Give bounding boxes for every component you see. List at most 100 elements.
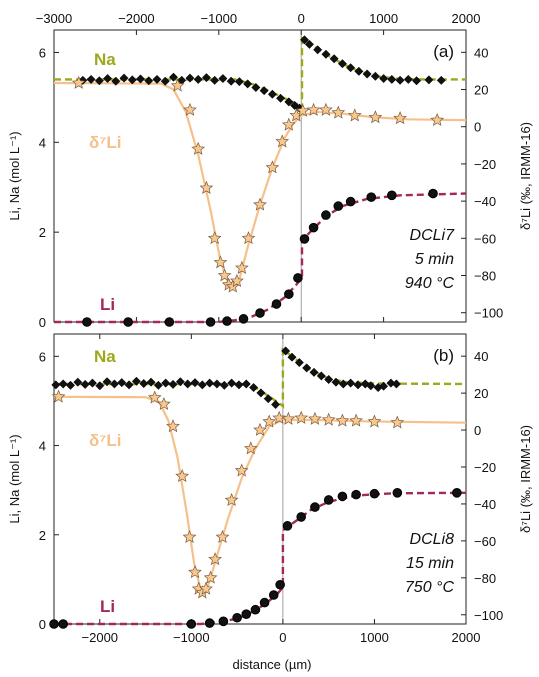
li-point	[323, 495, 334, 505]
d7li-point	[224, 492, 239, 507]
li-series-label: Li	[100, 295, 115, 314]
d7li-point	[71, 75, 86, 89]
d7li-point	[349, 413, 363, 427]
li-point	[333, 201, 344, 211]
y-right-tick-label: −40	[474, 194, 496, 209]
x-tick-label-bottom: 1000	[360, 630, 389, 645]
y-right-axis-label: δ⁷Li (‰, IRMM-16)	[518, 425, 533, 533]
na-point	[102, 377, 112, 387]
na-point	[395, 75, 405, 85]
d7li-point	[319, 102, 333, 116]
x-tick-label-bottom: −1000	[173, 630, 210, 645]
d7li-point	[188, 565, 202, 579]
y-left-tick-label: 2	[39, 528, 46, 543]
d7li-point	[390, 415, 405, 429]
na-point	[321, 49, 331, 59]
na-fit-line	[54, 35, 466, 112]
li-point	[387, 190, 397, 201]
d7li-point	[199, 581, 213, 595]
d7li-point	[321, 412, 336, 426]
na-point	[139, 378, 149, 389]
na-point	[249, 382, 259, 393]
li-point	[369, 488, 380, 499]
na-point	[103, 73, 113, 84]
na-point	[146, 377, 156, 387]
y-right-tick-label: 40	[474, 45, 488, 60]
na-point	[65, 380, 76, 390]
li-fit-line	[54, 491, 467, 626]
li-point	[238, 314, 249, 324]
na-point	[144, 76, 154, 86]
na-point	[87, 378, 98, 388]
y-right-axis-label: δ⁷Li (‰, IRMM-16)	[518, 122, 533, 230]
panel-a: −3000 −2000 −1000 0 1000 2000 0 2 4 6 −100 −80 −60 −4…	[7, 11, 533, 330]
na-point	[111, 76, 121, 86]
d7li-point	[203, 570, 218, 584]
na-point	[243, 79, 253, 89]
d7li-point	[244, 441, 258, 455]
na-point	[51, 380, 61, 390]
li-point	[255, 308, 265, 318]
y-right-tick-label: −80	[474, 269, 496, 284]
li-point	[205, 317, 216, 327]
d7li-point	[430, 112, 445, 127]
d7li-point	[253, 422, 267, 436]
y-left-tick-label: 2	[39, 225, 46, 240]
y-right-tick-label: −40	[474, 497, 496, 512]
d7li-point	[166, 419, 180, 433]
y-left-axis-label: Li, Na (mol L⁻¹)	[7, 434, 22, 523]
d7li-point	[208, 552, 222, 566]
na-point	[284, 97, 294, 107]
experiment-info-line: DCLi8	[410, 531, 455, 548]
d7li-point	[182, 530, 197, 544]
na-point	[263, 394, 273, 404]
na-point	[175, 377, 185, 387]
experiment-info-line: DCLi7	[410, 227, 456, 244]
na-point	[183, 379, 193, 389]
y-right-tick-label: −60	[474, 231, 496, 246]
li-point	[321, 210, 331, 220]
d7li-series-label: δ⁷Li	[89, 431, 121, 450]
na-point	[86, 74, 96, 84]
d7li-point	[191, 141, 206, 155]
na-point	[386, 378, 396, 388]
li-point	[310, 502, 320, 512]
d7li-series-label: δ⁷Li	[89, 133, 121, 152]
li-point	[366, 192, 377, 202]
y-left-tick-label: 6	[39, 45, 46, 60]
na-point	[212, 379, 222, 389]
d7li-point	[335, 413, 350, 427]
na-point	[124, 380, 134, 390]
na-point	[346, 63, 356, 73]
d7li-point	[215, 529, 230, 544]
d7li-point	[347, 108, 362, 122]
na-point	[201, 73, 211, 83]
d7li-point	[296, 103, 310, 117]
na-point	[259, 86, 269, 96]
na-point	[276, 93, 286, 103]
na-point	[168, 72, 179, 82]
li-point	[268, 590, 279, 600]
d7li-point	[147, 390, 162, 404]
na-point	[387, 74, 397, 84]
panel-label: (b)	[433, 346, 454, 365]
li-point	[250, 604, 261, 615]
na-point	[219, 380, 229, 390]
na-point	[379, 73, 389, 84]
x-tick-label-top: 0	[298, 11, 305, 26]
experiment-info-line: 5 min	[415, 251, 454, 268]
li-point	[58, 619, 68, 629]
plot-frame	[53, 333, 467, 625]
li-point	[428, 188, 438, 199]
d7li-fit-line	[53, 81, 467, 291]
li-point	[218, 616, 229, 627]
na-point	[127, 75, 137, 85]
d7li-point	[275, 134, 290, 148]
d7li-point	[51, 389, 66, 403]
li-point	[204, 618, 215, 628]
na-point	[135, 74, 146, 84]
na-point	[94, 76, 104, 86]
y-right-tick-label: −20	[474, 460, 496, 475]
d7li-point	[235, 260, 249, 274]
